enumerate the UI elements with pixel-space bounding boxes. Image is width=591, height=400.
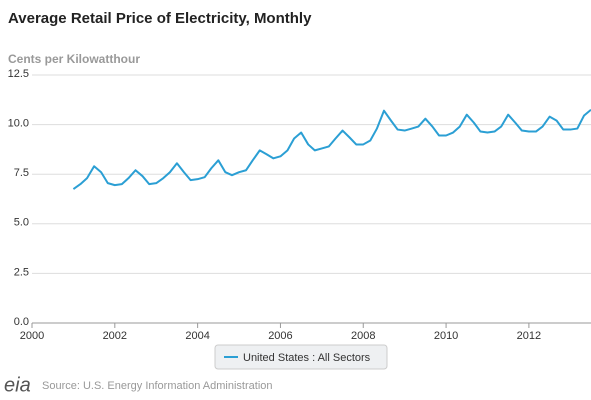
y-tick-label: 2.5 [14, 266, 29, 278]
y-tick-label: 10.0 [8, 118, 29, 130]
y-tick-label: 12.5 [8, 68, 29, 80]
x-tick-label: 2006 [268, 330, 292, 342]
series-line [72, 108, 591, 190]
x-tick-label: 2012 [517, 330, 541, 342]
legend-label: United States : All Sectors [243, 352, 371, 364]
y-tick-label: 5.0 [14, 217, 29, 229]
logo: eia [4, 374, 31, 396]
source: Source: U.S. Energy Information Administ… [42, 380, 273, 392]
x-tick-label: 2002 [103, 330, 127, 342]
x-tick-label: 2008 [351, 330, 375, 342]
chart-title: Average Retail Price of Electricity, Mon… [8, 10, 312, 27]
x-tick-label: 2000 [20, 330, 44, 342]
x-tick-label: 2004 [185, 330, 209, 342]
x-tick-label: 2010 [434, 330, 458, 342]
y-tick-label: 7.5 [14, 167, 29, 179]
legend [214, 344, 388, 370]
y-tick-label: 0.0 [14, 316, 29, 328]
y-axis-label: Cents per Kilowatthour [8, 52, 140, 66]
